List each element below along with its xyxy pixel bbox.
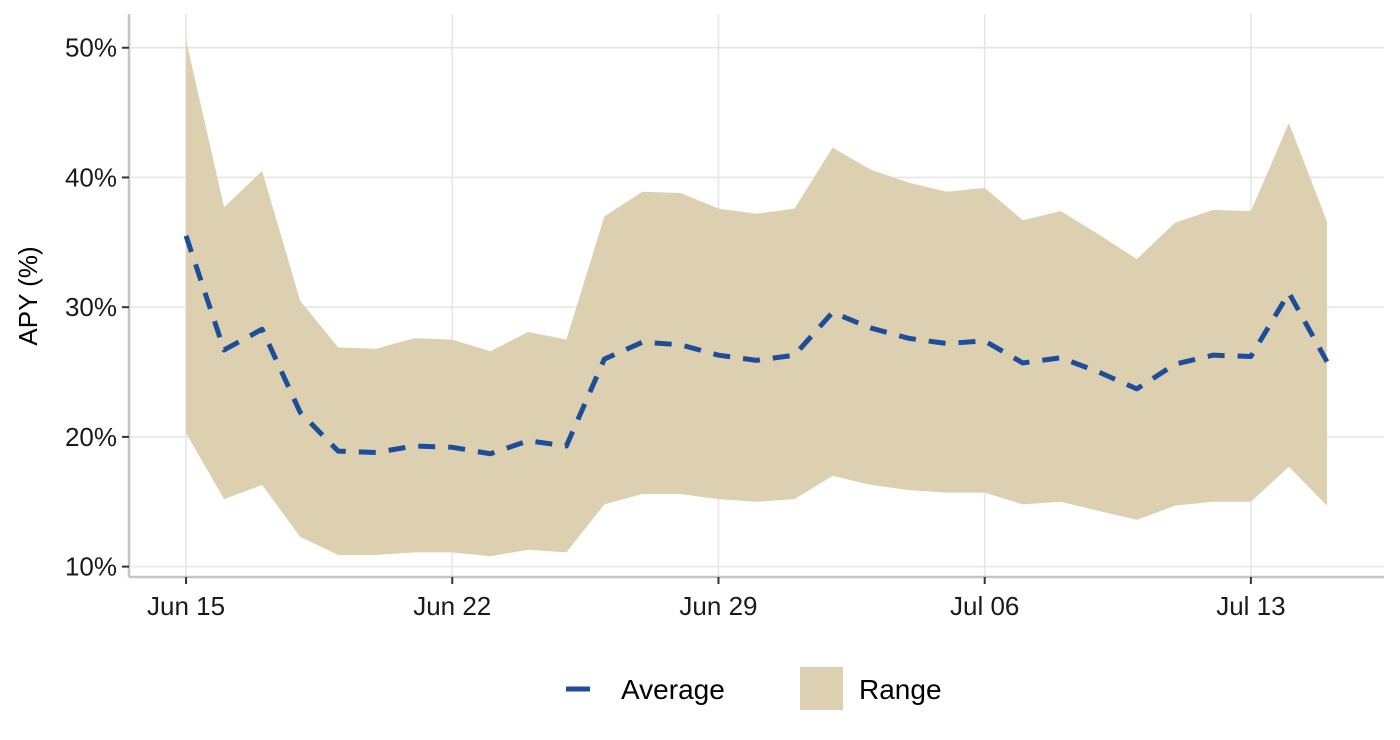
average-line (183, 235, 1330, 457)
y-axis-title: APY (%) (13, 246, 43, 345)
legend-item-range: Range (800, 667, 942, 710)
legend: Average Range (566, 667, 942, 710)
range-ribbon (186, 39, 1327, 557)
legend-label-range: Range (859, 674, 942, 705)
legend-label-average: Average (621, 674, 725, 705)
range-area (186, 39, 1327, 557)
x-tick-label: Jul 13 (1216, 591, 1285, 621)
y-tick-label: 30% (65, 292, 117, 322)
x-tick-label: Jun 15 (147, 591, 225, 621)
x-tick-label: Jun 22 (413, 591, 491, 621)
x-tick-label: Jul 06 (950, 591, 1019, 621)
legend-key-range (800, 667, 843, 710)
x-tick-label: Jun 29 (679, 591, 757, 621)
y-tick-labels: 10% 20% 30% 40% 50% (65, 33, 117, 582)
y-tick-label: 50% (65, 33, 117, 63)
y-tick-label: 40% (65, 162, 117, 192)
y-tick-label: 20% (65, 422, 117, 452)
y-tick-label: 10% (65, 552, 117, 582)
average-series-line (183, 235, 1330, 457)
axes (122, 14, 1384, 584)
legend-item-average: Average (566, 674, 725, 705)
x-tick-labels: Jun 15 Jun 22 Jun 29 Jul 06 Jul 13 (147, 591, 1286, 621)
